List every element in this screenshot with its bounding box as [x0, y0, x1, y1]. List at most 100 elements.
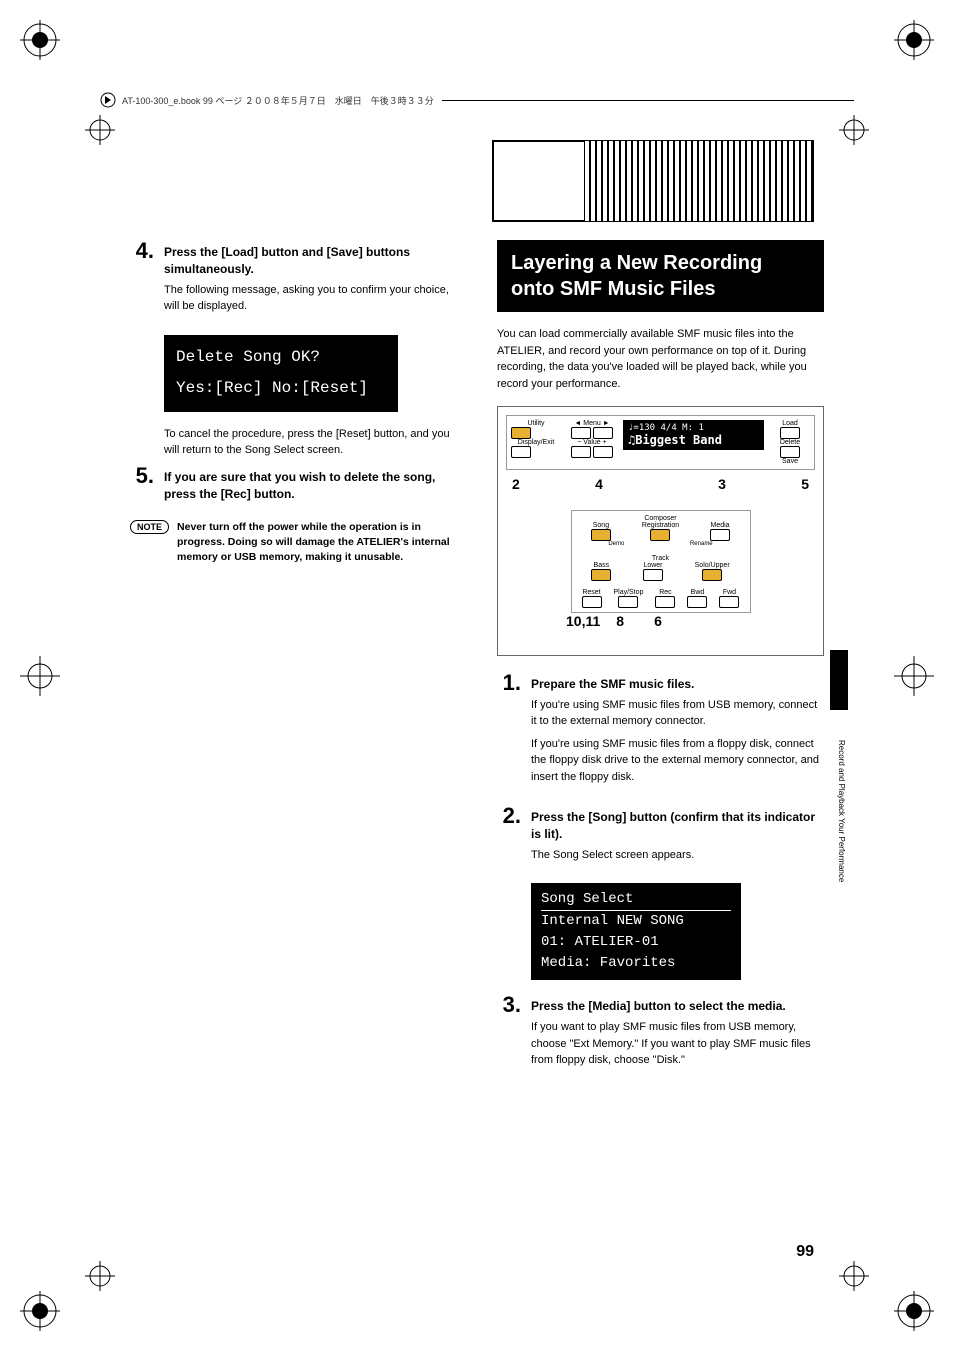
step-text: If you're using SMF music files from USB… [531, 697, 824, 730]
bass-button-icon [591, 569, 611, 581]
diagram-label: Track [576, 555, 746, 562]
step-text: The following message, asking you to con… [164, 282, 457, 315]
menu-left-button-icon [571, 427, 591, 439]
callout-number: 2 [512, 476, 520, 492]
lcd-line: Yes:[Rec] No:[Reset] [176, 376, 386, 402]
callout-number: 10,11 [566, 613, 600, 629]
play-stop-button-icon [618, 596, 638, 608]
diagram-label: Save [770, 458, 810, 465]
section-tab [830, 650, 848, 710]
step-4: 4. Press the [Load] button and [Save] bu… [130, 240, 457, 321]
control-panel-diagram: Utility Display/Exit ◄ Menu ► − Value + … [497, 406, 824, 656]
step-1: 1. Prepare the SMF music files. If you'r… [497, 672, 824, 791]
diagram-label: Lower [643, 562, 663, 569]
right-column: Layering a New Recording onto SMF Music … [497, 240, 824, 1231]
diagram-label: Media [710, 522, 730, 529]
step-title: If you are sure that you wish to delete … [164, 469, 457, 503]
step-number: 4. [130, 240, 154, 321]
step-5: 5. If you are sure that you wish to dele… [130, 465, 457, 507]
crop-mark-icon [20, 20, 60, 60]
reset-button-icon [582, 596, 602, 608]
crop-mark-icon [20, 656, 60, 696]
crop-mark-icon [85, 115, 115, 145]
lower-button-icon [643, 569, 663, 581]
step-title: Prepare the SMF music files. [531, 676, 824, 693]
crop-mark-icon [894, 1291, 934, 1331]
crop-mark-icon [839, 115, 869, 145]
diagram-label: Play/Stop [614, 589, 644, 596]
registration-button-icon [650, 529, 670, 541]
lcd-line: Media: Favorites [541, 953, 731, 974]
display-exit-button-icon [511, 446, 531, 458]
section-heading: Layering a New Recording onto SMF Music … [497, 240, 824, 312]
media-button-icon [710, 529, 730, 541]
diagram-label: Rec [655, 589, 675, 596]
diagram-label: Load [770, 420, 810, 427]
note-badge: NOTE [130, 520, 169, 534]
page-number: 99 [796, 1243, 814, 1261]
lcd-line: 01: ATELIER-01 [541, 932, 731, 953]
bwd-button-icon [687, 596, 707, 608]
step-2: 2. Press the [Song] button (confirm that… [497, 805, 824, 869]
solo-upper-button-icon [702, 569, 722, 581]
song-button-icon [591, 529, 611, 541]
diagram-label: Delete [770, 439, 810, 446]
diagram-label: Display/Exit [511, 439, 561, 446]
diagram-label: Bass [591, 562, 611, 569]
callout-number: 6 [654, 613, 662, 629]
step-title: Press the [Song] button (confirm that it… [531, 809, 824, 843]
diagram-label: Bwd [687, 589, 707, 596]
crop-mark-icon [894, 20, 934, 60]
diagram-label: Registration [642, 522, 679, 529]
rec-button-icon [655, 596, 675, 608]
lcd-line: Song Select [541, 889, 731, 911]
value-up-button-icon [593, 446, 613, 458]
lcd-screen-song-select: Song Select Internal NEW SONG 01: ATELIE… [531, 883, 741, 980]
step-number: 3. [497, 994, 521, 1074]
keyboard-illustration [492, 140, 814, 222]
crop-mark-icon [839, 1261, 869, 1291]
step-text: The Song Select screen appears. [531, 847, 824, 864]
crop-mark-icon [20, 1291, 60, 1331]
step-3: 3. Press the [Media] button to select th… [497, 994, 824, 1074]
diagram-label: Rename [690, 541, 713, 547]
step-number: 2. [497, 805, 521, 869]
callout-number: 8 [616, 613, 624, 629]
header-text: AT-100-300_e.book 99 ページ ２００８年５月７日 水曜日 午… [122, 94, 434, 107]
note-text: Never turn off the power while the opera… [177, 520, 457, 564]
page-header: AT-100-300_e.book 99 ページ ２００８年５月７日 水曜日 午… [100, 92, 854, 108]
crop-mark-icon [85, 1261, 115, 1291]
note-block: NOTE Never turn off the power while the … [130, 520, 457, 564]
side-section-label: Record and Playback Your Performance [837, 740, 846, 882]
diagram-label: Reset [582, 589, 602, 596]
arrow-icon [100, 92, 116, 108]
value-down-button-icon [571, 446, 591, 458]
diagram-label: ◄ Menu ► [567, 420, 617, 427]
step-number: 1. [497, 672, 521, 791]
diagram-label: − Value + [567, 439, 617, 446]
delete-button-icon [780, 446, 800, 458]
callout-number: 3 [718, 476, 726, 492]
menu-right-button-icon [593, 427, 613, 439]
diagram-label: Demo [608, 541, 624, 547]
header-divider [442, 100, 854, 101]
left-column: 4. Press the [Load] button and [Save] bu… [130, 240, 457, 1231]
diagram-lcd-line: ♫Biggest Band [628, 433, 759, 447]
crop-mark-icon [894, 656, 934, 696]
diagram-label: Composer [576, 515, 746, 522]
diagram-label: Song [591, 522, 611, 529]
diagram-lcd-line: ♩=130 4/4 M: 1 [628, 423, 759, 433]
callout-number: 4 [595, 476, 603, 492]
step-text: If you want to play SMF music files from… [531, 1019, 824, 1069]
utility-button-icon [511, 427, 531, 439]
step-number: 5. [130, 465, 154, 507]
lcd-screen-delete: Delete Song OK? Yes:[Rec] No:[Reset] [164, 335, 398, 412]
step-text: If you're using SMF music files from a f… [531, 736, 824, 786]
step-title: Press the [Media] button to select the m… [531, 998, 824, 1015]
diagram-label: Utility [511, 420, 561, 427]
lcd-line: Delete Song OK? [176, 345, 386, 371]
load-button-icon [780, 427, 800, 439]
fwd-button-icon [719, 596, 739, 608]
callout-number: 5 [801, 476, 809, 492]
diagram-label: Fwd [719, 589, 739, 596]
